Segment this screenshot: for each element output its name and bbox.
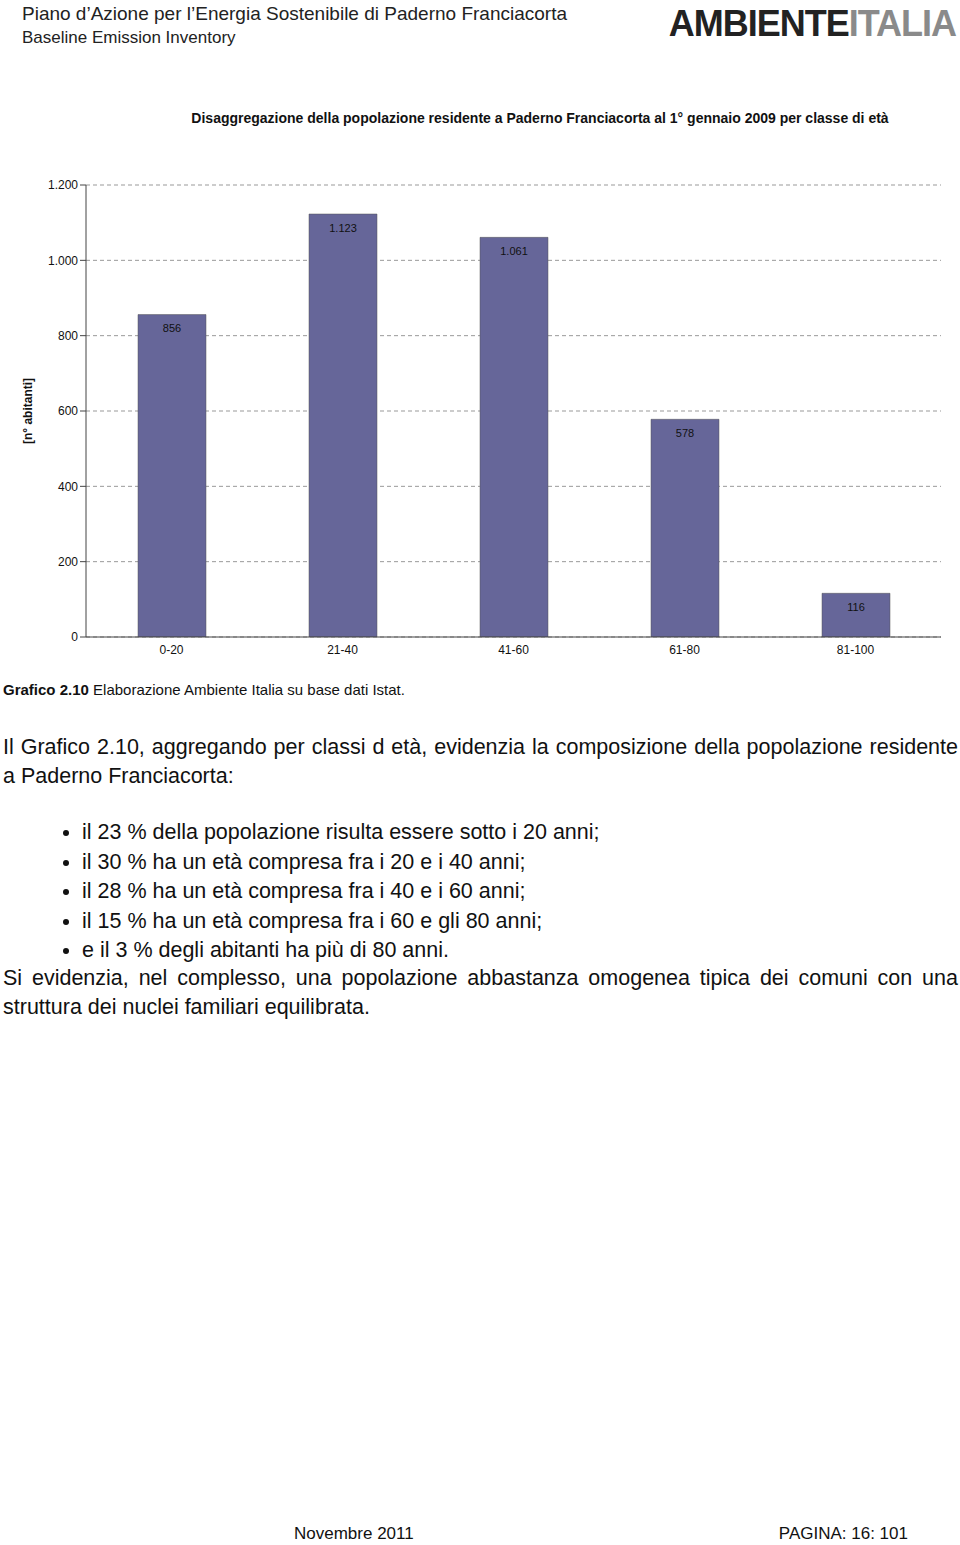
html-text:Si evidenzia, nel complesso, u: Si evidenzia, nel complesso, una popolaz… — [3, 966, 958, 1019]
html-text:il 23 % della popolazione risu: il 23 % della popolazione risulta essere… — [82, 820, 600, 844]
svg-text:1.061: 1.061 — [500, 245, 528, 257]
svg-text:[n° abitanti]: [n° abitanti] — [21, 378, 35, 444]
svg-text:1.123: 1.123 — [329, 222, 357, 234]
html-text:il 15 % ha un età compresa fra: il 15 % ha un età compresa fra i 60 e gl… — [82, 908, 543, 933]
svg-text:0: 0 — [71, 630, 78, 644]
html-text:PAGINA: 16: 101: PAGINA: 16: 101 — [778, 1524, 908, 1543]
html-text:e il 3 % degli abitanti ha più: e il 3 % degli abitanti ha più di 80 ann… — [82, 938, 449, 962]
svg-text:1.000: 1.000 — [48, 254, 78, 268]
svg-text:116: 116 — [847, 601, 865, 613]
svg-text:1.200: 1.200 — [48, 178, 78, 192]
svg-text:200: 200 — [58, 555, 78, 569]
html-text:AMBIENTE ITALIA: AMBIENTE ITALIA — [668, 3, 956, 44]
svg-text:21-40: 21-40 — [327, 643, 358, 657]
svg-text:61-80: 61-80 — [669, 643, 700, 657]
svg-text:0-20: 0-20 — [159, 643, 183, 657]
html-text:Piano d’Azione per l’Energia S: Piano d’Azione per l’Energia Sostenibile… — [22, 3, 567, 24]
svg-text:600: 600 — [58, 404, 78, 418]
html-text:il 28 % ha un età compresa fra: il 28 % ha un età compresa fra i 40 e i … — [82, 879, 526, 903]
html-text:il 30 % ha un età compresa fra: il 30 % ha un età compresa fra i 20 e i … — [82, 849, 526, 874]
svg-text:578: 578 — [676, 427, 694, 439]
html-text:Novembre 2011: Novembre 2011 — [294, 1524, 414, 1543]
html-text:Disaggregazione della popolazi: Disaggregazione della popolazione reside… — [191, 110, 889, 126]
svg-text:800: 800 — [58, 329, 78, 343]
svg-text:400: 400 — [58, 480, 78, 494]
svg-text:81-100: 81-100 — [837, 643, 875, 657]
svg-text:856: 856 — [163, 322, 181, 334]
html-text:Grafico 2.10 Elaborazione Ambi: Grafico 2.10 Elaborazione Ambiente Itali… — [3, 681, 405, 698]
html-text:Il Grafico 2.10, aggregando pe: Il Grafico 2.10, aggregando per classi d… — [3, 735, 958, 788]
html-text:Baseline Emission Inventory: Baseline Emission Inventory — [22, 28, 236, 47]
svg-text:41-60: 41-60 — [498, 643, 529, 657]
